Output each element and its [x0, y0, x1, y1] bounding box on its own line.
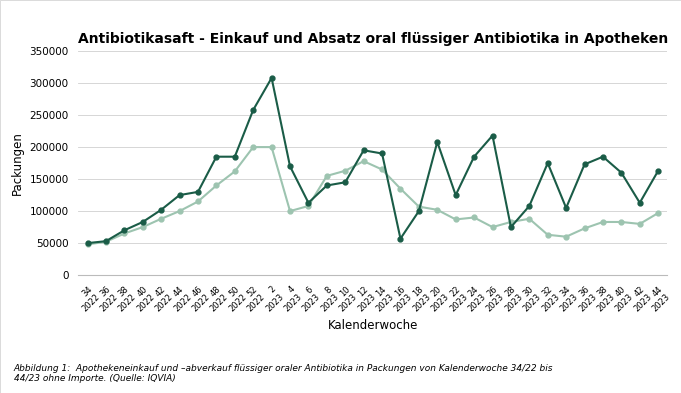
- X-axis label: Kalenderwoche: Kalenderwoche: [328, 319, 418, 332]
- Absatz (Packungen): [562, 234, 570, 239]
- Title: Antibiotikasaft - Einkauf und Absatz oral flüssiger Antibiotika in Apotheken: Antibiotikasaft - Einkauf und Absatz ora…: [78, 32, 668, 46]
- Absatz (Packungen): [415, 204, 423, 209]
- Absatz (Packungen): [433, 208, 441, 212]
- Einkauf (Packungen): [580, 162, 588, 167]
- Absatz (Packungen): [507, 220, 515, 224]
- Einkauf (Packungen): [543, 161, 552, 165]
- Absatz (Packungen): [341, 169, 349, 173]
- Absatz (Packungen): [654, 211, 662, 215]
- Einkauf (Packungen): [599, 154, 607, 159]
- Absatz (Packungen): [304, 204, 313, 208]
- Einkauf (Packungen): [176, 193, 184, 197]
- Absatz (Packungen): [525, 217, 533, 221]
- Einkauf (Packungen): [488, 133, 496, 138]
- Absatz (Packungen): [360, 159, 368, 163]
- Absatz (Packungen): [194, 199, 202, 204]
- Einkauf (Packungen): [121, 228, 129, 233]
- Absatz (Packungen): [580, 226, 588, 231]
- Einkauf (Packungen): [139, 220, 147, 224]
- Einkauf (Packungen): [415, 209, 423, 213]
- Einkauf (Packungen): [231, 154, 239, 159]
- Einkauf (Packungen): [249, 108, 257, 112]
- Einkauf (Packungen): [157, 208, 165, 212]
- Absatz (Packungen): [378, 167, 386, 172]
- Absatz (Packungen): [231, 169, 239, 174]
- Absatz (Packungen): [176, 209, 184, 213]
- Absatz (Packungen): [212, 183, 221, 188]
- Absatz (Packungen): [452, 217, 460, 222]
- Absatz (Packungen): [470, 215, 478, 220]
- Einkauf (Packungen): [452, 193, 460, 197]
- Einkauf (Packungen): [635, 200, 644, 205]
- Einkauf (Packungen): [378, 151, 386, 156]
- Einkauf (Packungen): [268, 75, 276, 80]
- Einkauf (Packungen): [102, 239, 110, 244]
- Absatz (Packungen): [323, 174, 331, 178]
- Absatz (Packungen): [635, 222, 644, 226]
- Absatz (Packungen): [139, 225, 147, 230]
- Einkauf (Packungen): [562, 206, 570, 210]
- Einkauf (Packungen): [212, 154, 221, 159]
- Einkauf (Packungen): [323, 183, 331, 188]
- Einkauf (Packungen): [194, 189, 202, 194]
- Y-axis label: Packungen: Packungen: [11, 131, 24, 195]
- Absatz (Packungen): [286, 209, 294, 213]
- Line: Absatz (Packungen): Absatz (Packungen): [85, 145, 661, 247]
- Einkauf (Packungen): [507, 225, 515, 230]
- Einkauf (Packungen): [84, 241, 92, 246]
- Einkauf (Packungen): [617, 170, 625, 175]
- Absatz (Packungen): [102, 239, 110, 244]
- Absatz (Packungen): [488, 225, 496, 230]
- Absatz (Packungen): [121, 231, 129, 236]
- Line: Einkauf (Packungen): Einkauf (Packungen): [85, 75, 661, 246]
- Einkauf (Packungen): [396, 236, 405, 241]
- Absatz (Packungen): [617, 220, 625, 224]
- Absatz (Packungen): [599, 220, 607, 224]
- Absatz (Packungen): [157, 217, 165, 221]
- Einkauf (Packungen): [304, 200, 313, 205]
- Absatz (Packungen): [543, 232, 552, 237]
- Absatz (Packungen): [396, 186, 405, 191]
- Text: Abbildung 1:  Apothekeneinkauf und –abverkauf flüssiger oraler Antibiotika in Pa: Abbildung 1: Apothekeneinkauf und –abver…: [14, 364, 553, 383]
- Einkauf (Packungen): [286, 164, 294, 169]
- Einkauf (Packungen): [341, 180, 349, 185]
- Einkauf (Packungen): [525, 204, 533, 208]
- Einkauf (Packungen): [654, 169, 662, 173]
- Absatz (Packungen): [249, 145, 257, 149]
- Absatz (Packungen): [84, 242, 92, 247]
- Einkauf (Packungen): [470, 154, 478, 159]
- Einkauf (Packungen): [433, 140, 441, 144]
- Absatz (Packungen): [268, 145, 276, 149]
- Einkauf (Packungen): [360, 148, 368, 152]
